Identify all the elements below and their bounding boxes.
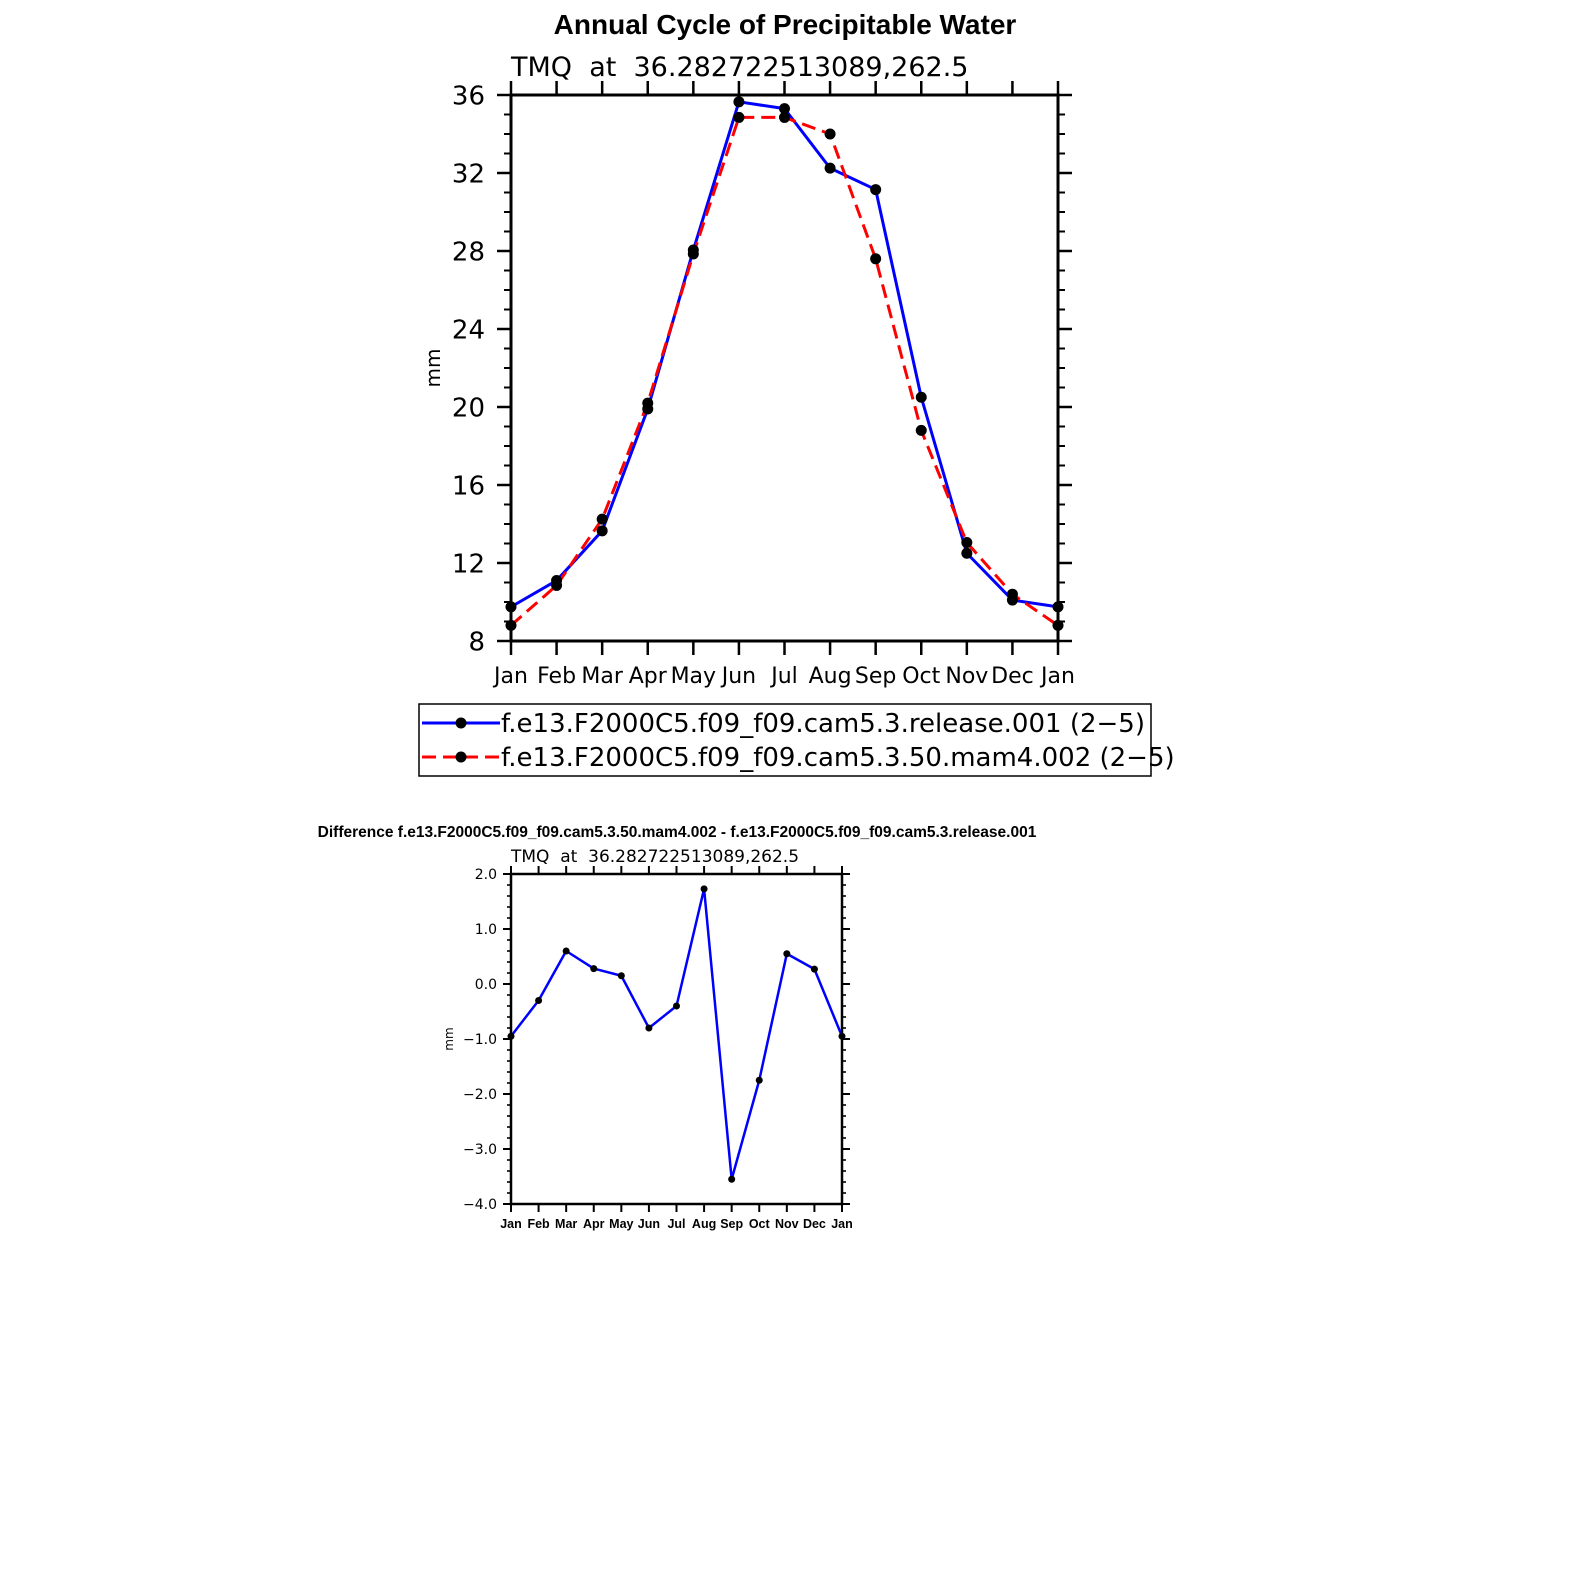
y-tick-label: 2.0 [475,867,497,883]
legend-box [418,703,1152,777]
data-point-1 [824,128,836,140]
y-tick-label: −3.0 [463,1142,497,1158]
data-point-0 [590,965,598,973]
y-tick-label: 24 [452,315,485,345]
x-tick-labels: Jan Feb Mar Apr May Jun Jul Aug Sep Oct Nov Dec Jan [492,664,1075,689]
diff-y-axis-label: mm [442,1027,456,1050]
plot-frame [509,93,1060,643]
data-point-0 [824,162,836,174]
data-point-1 [596,513,608,525]
y-tick-label: −1.0 [463,1032,497,1048]
x-tick-label: Nov [775,1217,799,1231]
axis-ticks [497,81,1072,655]
data-point-0 [700,885,708,893]
data-point-1 [961,537,973,549]
data-point-0 [673,1002,680,1010]
x-tick-label: Oct [749,1217,771,1231]
x-tick-label: Sep [855,664,896,689]
legend-label-mam4: f.e13.F2000C5.f09_f09.cam5.3.50.mam4.002… [501,743,1175,773]
data-point-1 [870,253,882,265]
x-tick-label: Jan [831,1217,853,1231]
x-tick-label: Feb [537,664,576,689]
data-point-0 [870,184,882,196]
x-tick-label: Jan [492,664,528,689]
diff-series-group [507,885,846,1183]
y-tick-label: 36 [452,81,485,111]
x-tick-label: Mar [555,1217,577,1231]
x-tick-label: Sep [720,1217,743,1231]
chart-subtitle: TMQ at 36.282722513089,262.5 [510,52,968,83]
x-tick-label: May [671,664,716,689]
x-tick-label: Nov [945,664,988,689]
x-tick-label: Dec [803,1217,826,1231]
x-tick-label: May [609,1217,633,1231]
legend: f.e13.F2000C5.f09_f09.cam5.3.release.001… [418,703,1175,777]
data-point-1 [915,424,927,436]
x-tick-label: Jan [1039,664,1075,689]
legend-marker-release [455,717,467,729]
x-tick-label: Jan [500,1217,522,1231]
precipitable-water-chart: Annual Cycle of Precipitable Water TMQ a… [418,9,1175,777]
x-tick-label: Aug [692,1217,716,1231]
y-tick-label: 1.0 [475,922,497,938]
x-tick-label: Aug [809,664,852,689]
data-point-1 [642,397,654,409]
x-tick-label: Apr [583,1217,605,1231]
x-tick-label: Jul [667,1217,685,1231]
data-point-1 [779,111,790,123]
data-point-0 [596,525,608,537]
data-point-0 [779,103,790,115]
data-point-1 [551,579,563,591]
y-tick-label: 28 [452,237,485,267]
chart-title: Annual Cycle of Precipitable Water [554,9,1017,40]
data-point-0 [783,950,791,958]
x-tick-label: Jul [769,664,798,689]
y-tick-label: 32 [452,159,485,189]
legend-marker-mam4 [455,751,467,763]
y-axis-label: mm [421,349,445,388]
x-tick-label: Apr [629,664,668,689]
diff-chart-title: Difference f.e13.F2000C5.f09_f09.cam5.3.… [318,824,1037,841]
x-tick-label: Mar [581,664,623,689]
series-line-0 [510,887,844,1181]
y-tick-label: 16 [452,471,485,501]
x-tick-label: Jun [638,1217,660,1231]
y-tick-label: −2.0 [463,1087,497,1103]
diff-x-tick-labels: Jan Feb Mar Apr May Jun Jul Aug Sep Oct Nov Dec Jan [500,1217,853,1231]
diff-axis-ticks [503,866,850,1212]
series-line-1 [510,115,1059,627]
data-point-0 [562,947,570,955]
x-tick-label: Oct [902,664,940,689]
x-tick-label: Jun [720,664,756,689]
diff-plot-frame [509,872,844,1206]
data-point-1 [733,111,745,123]
x-tick-label: Dec [991,664,1034,689]
diff-chart-subtitle: TMQ at 36.282722513089,262.5 [510,847,799,867]
y-tick-label: 0.0 [475,977,497,993]
data-point-0 [535,997,543,1004]
y-tick-label: 20 [452,393,485,423]
legend-label-release: f.e13.F2000C5.f09_f09.cam5.3.release.001… [501,709,1145,739]
data-point-1 [687,248,699,260]
series-group [505,96,1064,631]
data-point-0 [728,1175,736,1183]
data-point-0 [915,391,927,403]
y-tick-label: 8 [468,627,485,657]
diff-y-tick-labels: −4.0 −3.0 −2.0 −1.0 0.0 1.0 2.0 [463,867,497,1213]
data-point-0 [645,1024,653,1032]
data-point-0 [733,96,745,108]
y-tick-labels: 8 12 16 20 24 28 32 36 [452,81,485,657]
data-point-0 [810,965,818,973]
data-point-0 [961,547,973,559]
x-tick-label: Feb [527,1217,550,1231]
y-tick-label: 12 [452,549,485,579]
y-tick-label: −4.0 [463,1197,497,1213]
data-point-1 [1006,588,1018,600]
data-point-0 [617,972,625,980]
difference-chart: Difference f.e13.F2000C5.f09_f09.cam5.3.… [318,824,1037,1231]
data-point-0 [755,1076,763,1084]
